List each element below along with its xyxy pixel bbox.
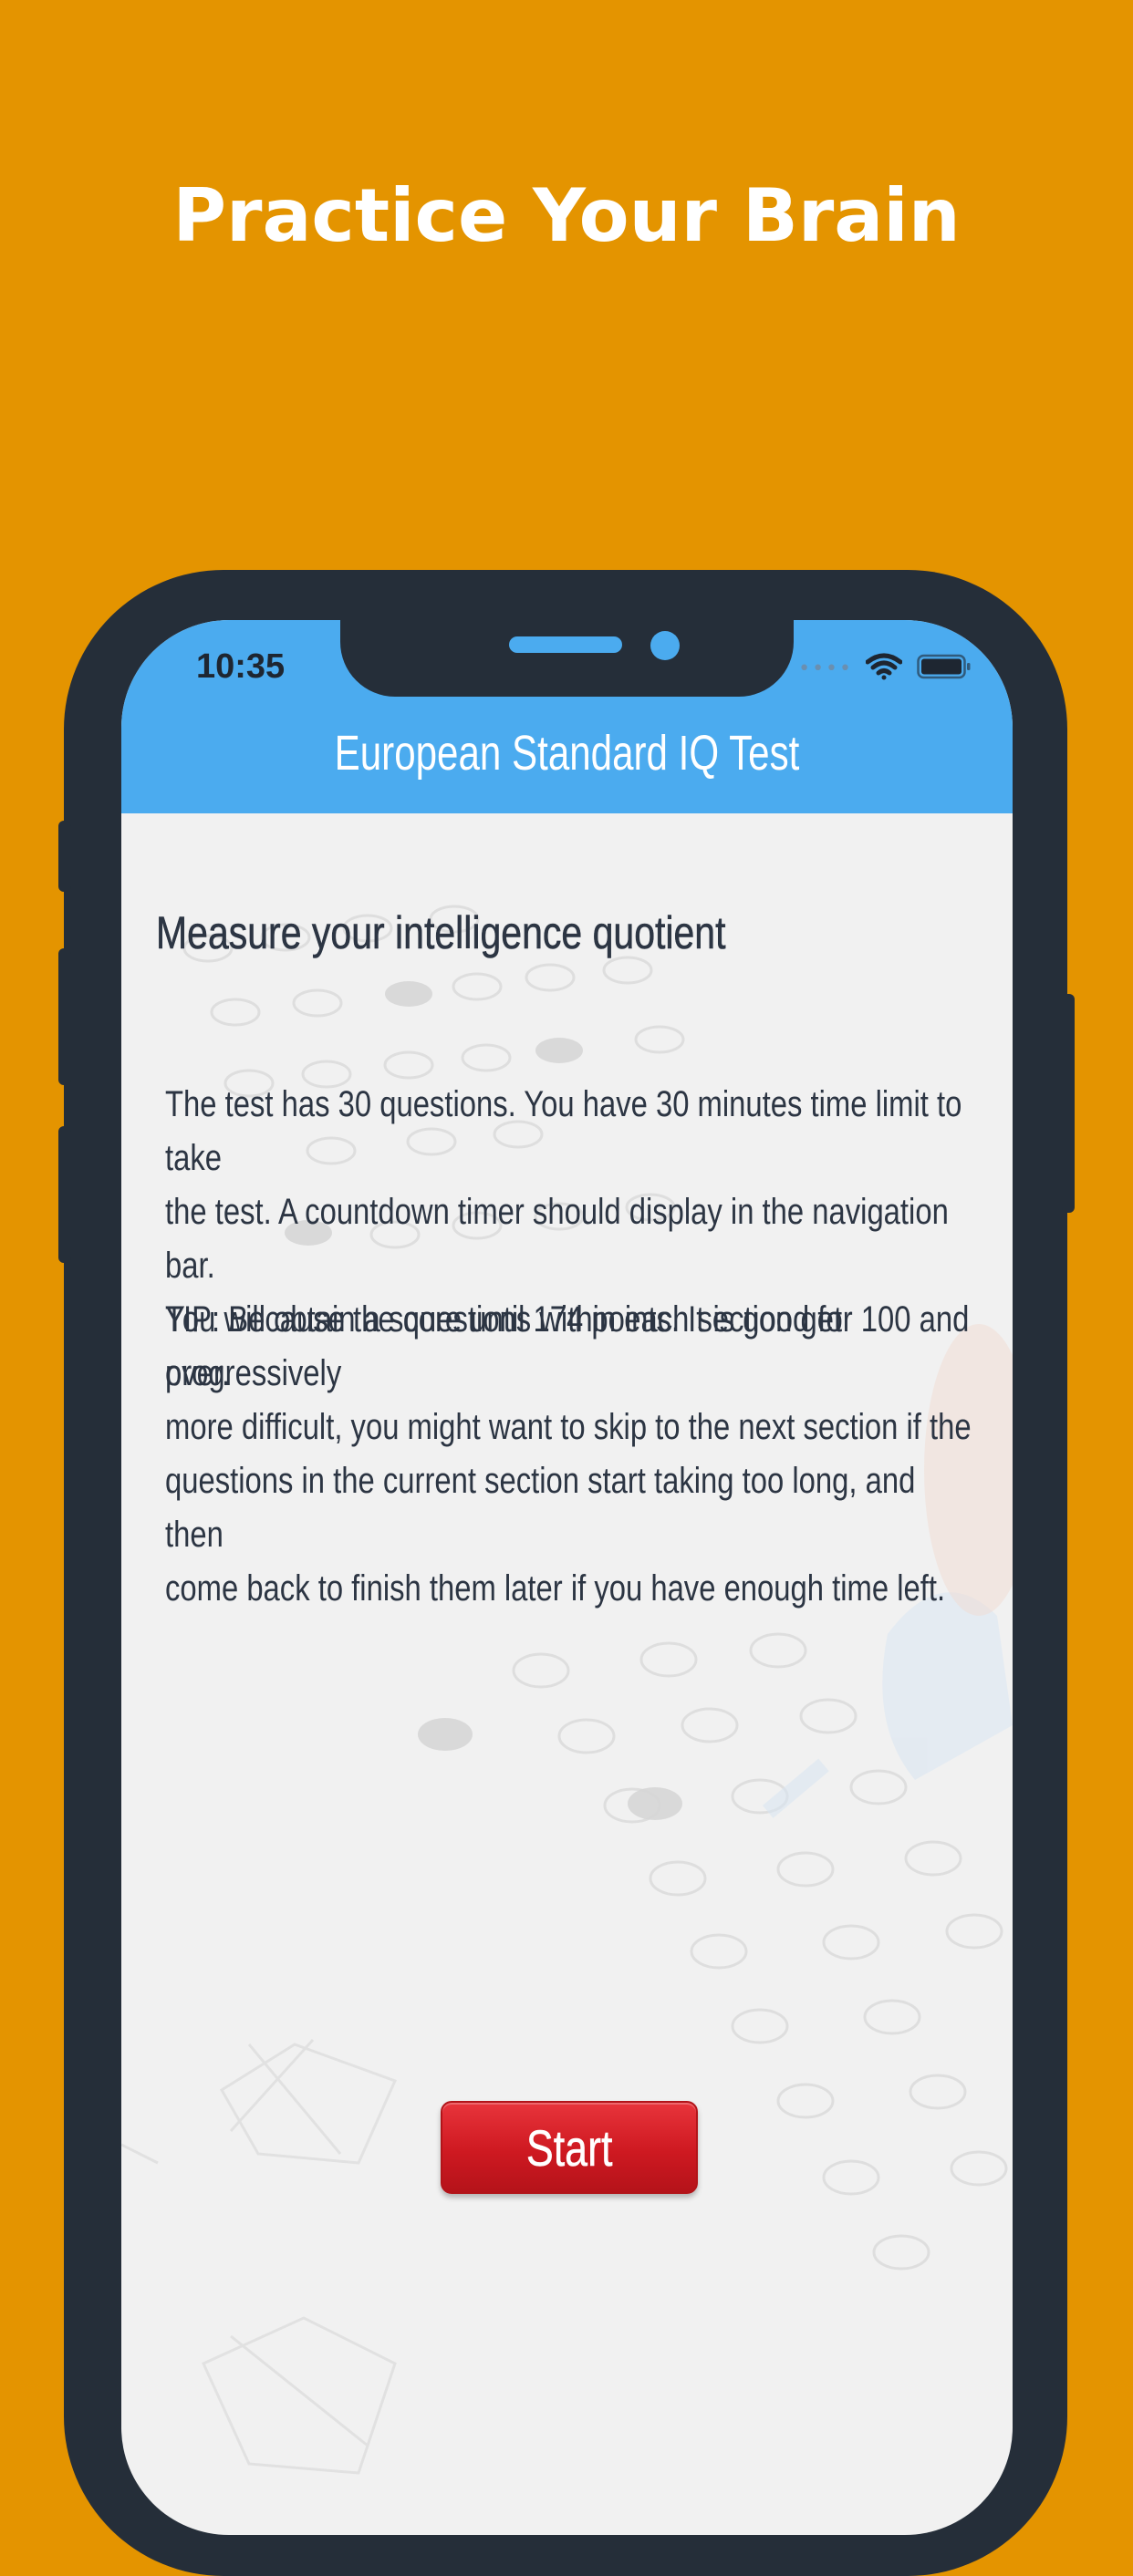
signal-icon: •••• bbox=[798, 657, 853, 680]
notch bbox=[340, 620, 794, 697]
description-paragraph: The test has 30 questions. You have 30 m… bbox=[165, 1084, 970, 1393]
phone-screen: 10:35 •••• European Standard IQ Test bbox=[121, 620, 1013, 2535]
status-icons: •••• bbox=[798, 650, 972, 687]
front-camera bbox=[650, 631, 680, 660]
page-heading: Measure your intelligence quotient bbox=[156, 907, 726, 959]
start-button[interactable]: Start bbox=[441, 2101, 698, 2194]
start-button-label: Start bbox=[525, 2118, 613, 2177]
navigation-bar: 10:35 •••• European Standard IQ Test bbox=[121, 620, 1013, 813]
nav-title: European Standard IQ Test bbox=[334, 726, 800, 781]
battery-icon bbox=[917, 654, 972, 684]
promo-headline: Practice Your Brain bbox=[172, 173, 961, 258]
phone-volume-up-button bbox=[58, 948, 71, 1085]
speaker bbox=[509, 636, 622, 653]
tip-paragraph: TIP: Because the questions within each s… bbox=[165, 1299, 972, 1609]
status-time: 10:35 bbox=[196, 647, 286, 686]
phone-power-button bbox=[1062, 994, 1075, 1213]
phone-side-button bbox=[58, 821, 71, 892]
phone-volume-down-button bbox=[58, 1126, 71, 1263]
answer-sheet-background bbox=[121, 905, 1013, 2475]
wifi-icon bbox=[865, 653, 903, 685]
main-content: Measure your intelligence quotient The t… bbox=[121, 813, 1013, 2535]
